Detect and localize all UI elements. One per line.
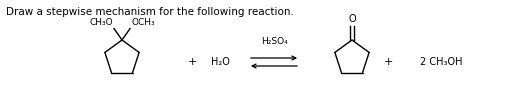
Text: +: +	[384, 57, 393, 67]
Text: CH₃O: CH₃O	[89, 18, 113, 27]
Text: H₂O: H₂O	[210, 57, 230, 67]
Text: H₂SO₄: H₂SO₄	[261, 37, 288, 46]
Text: +: +	[187, 57, 197, 67]
Text: O: O	[348, 14, 356, 24]
Text: OCH₃: OCH₃	[131, 18, 154, 27]
Text: Draw a stepwise mechanism for the following reaction.: Draw a stepwise mechanism for the follow…	[6, 7, 294, 17]
Text: 2 CH₃OH: 2 CH₃OH	[420, 57, 462, 67]
